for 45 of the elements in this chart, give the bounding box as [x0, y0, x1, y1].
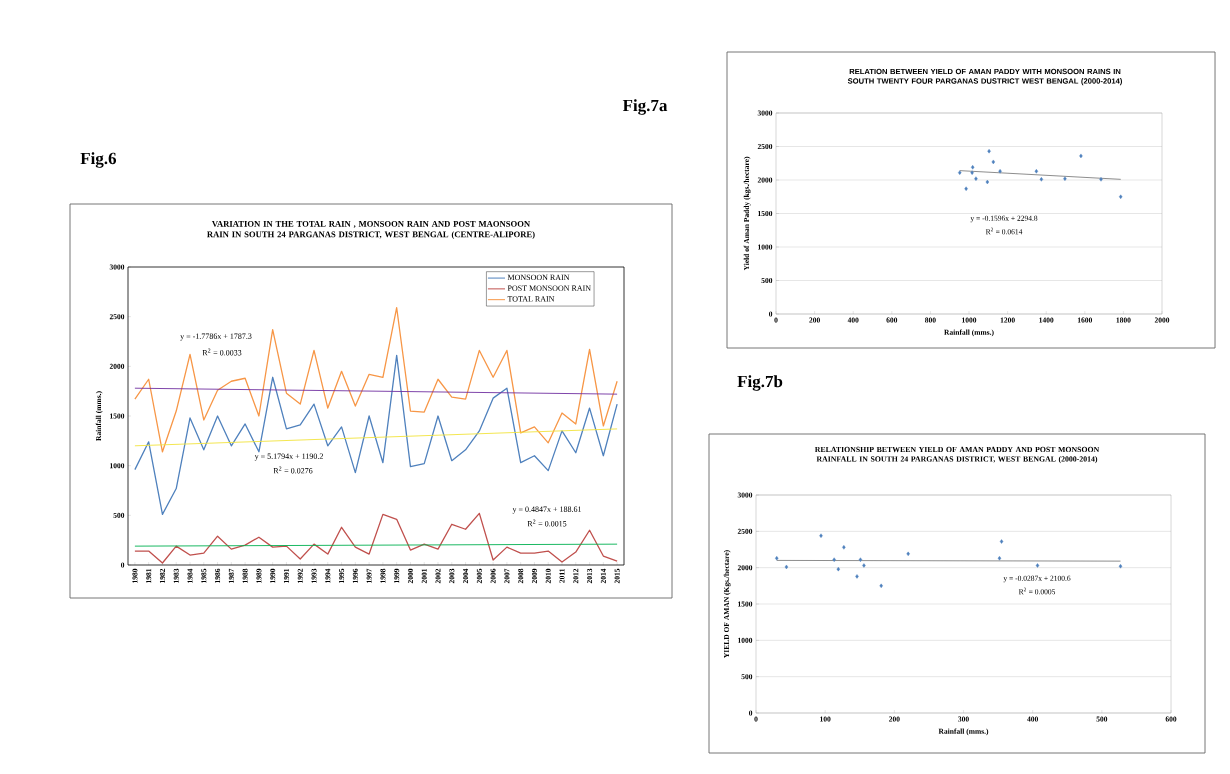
point	[1034, 169, 1039, 174]
legend-label: TOTAL RAIN	[507, 296, 555, 302]
point	[1099, 177, 1103, 182]
point	[784, 564, 789, 570]
point	[974, 176, 978, 181]
point	[775, 556, 779, 561]
point	[1035, 563, 1040, 568]
annotation: R$^{2}$ = 0.0015	[527, 519, 567, 527]
point	[819, 533, 823, 538]
point	[842, 545, 846, 550]
point	[999, 539, 1004, 544]
point	[985, 179, 990, 185]
point	[836, 566, 841, 572]
annotation: R$^{2}$ = 0.0033	[202, 348, 242, 356]
point	[906, 551, 910, 557]
point	[998, 169, 1002, 174]
legend-label: MONSOON RAIN	[507, 274, 570, 281]
point	[1079, 153, 1083, 159]
caption: Fig.6	[80, 152, 117, 168]
point	[987, 148, 991, 154]
annotation: R$^{2}$ = 0.0276	[273, 466, 313, 474]
point	[970, 170, 974, 175]
point	[832, 557, 836, 562]
point	[997, 556, 1002, 561]
point	[1119, 194, 1123, 199]
point	[958, 170, 962, 175]
annotation: y = 5.1794x + 1190.2	[254, 453, 323, 461]
caption: Fig.7b	[737, 375, 783, 391]
point	[858, 557, 863, 562]
point	[964, 186, 968, 191]
point	[879, 583, 883, 589]
line-series	[134, 512, 618, 564]
chart-title: VARIATION IN THE TOTAL RAIN , MONSOON RAIN AND POST MAONSOON RAIN IN SOUTH 24 PARGANAS DISTRICT, WEST BENGAL (CENTRE-ALIPORE)	[207, 220, 535, 240]
point	[970, 165, 975, 170]
line-series	[134, 307, 618, 453]
annotation: y = -1.7786x + 1787.3	[180, 333, 252, 341]
point	[862, 563, 866, 568]
line-series	[134, 354, 618, 515]
point	[1039, 177, 1044, 182]
legend-label: POST MONSOON RAIN	[507, 285, 591, 291]
point	[855, 574, 859, 579]
caption: Fig.7a	[622, 99, 668, 115]
point	[1118, 564, 1123, 569]
point	[991, 159, 996, 165]
point	[1063, 176, 1067, 181]
